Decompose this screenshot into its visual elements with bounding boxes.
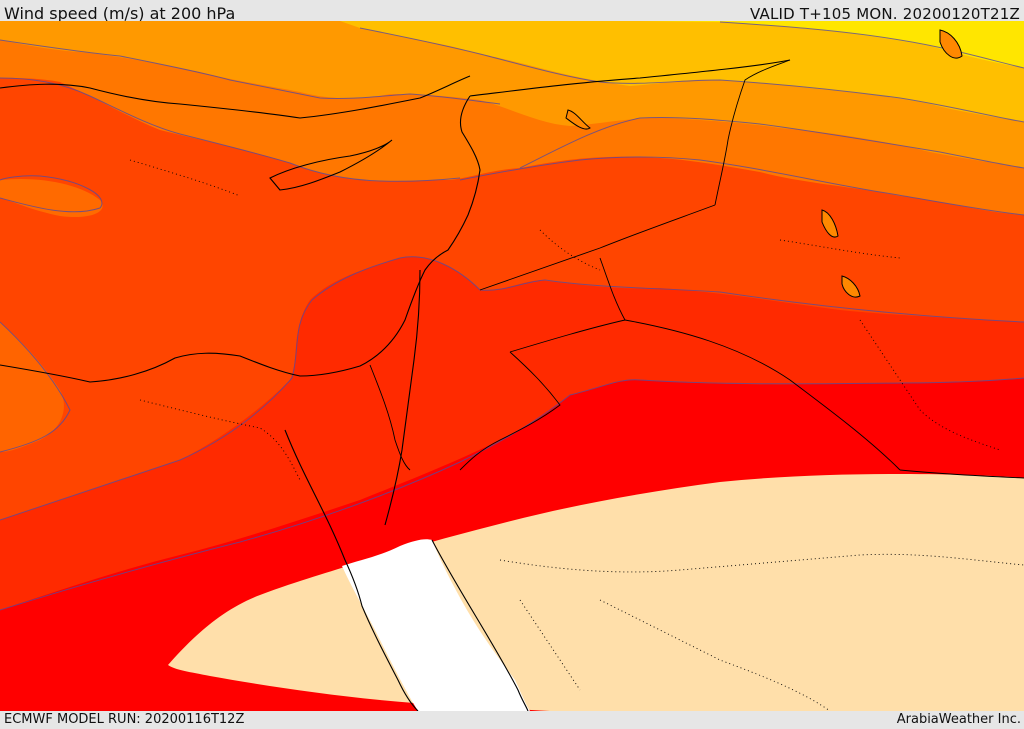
band-light-orange — [340, 21, 1024, 122]
model-run: ECMWF MODEL RUN: 20200116T12Z — [4, 712, 245, 727]
lakes — [565, 29, 963, 298]
internal-boundaries — [129, 159, 1024, 711]
map-title: Wind speed (m/s) at 200 hPa — [4, 4, 236, 23]
band-dark-orange-west — [0, 178, 103, 218]
below-threshold-region — [168, 474, 1024, 711]
band-yellow — [640, 21, 1024, 68]
wind-speed-map — [0, 21, 1024, 711]
political-borders — [369, 59, 1024, 479]
coastlines — [0, 59, 791, 711]
credit: ArabiaWeather Inc. — [896, 712, 1021, 727]
isotach-contours — [0, 21, 1024, 611]
band-dark-orange-west2 — [0, 322, 64, 452]
valid-time: VALID T+105 MON. 20200120T21Z — [750, 5, 1020, 23]
red-sea — [342, 539, 530, 711]
